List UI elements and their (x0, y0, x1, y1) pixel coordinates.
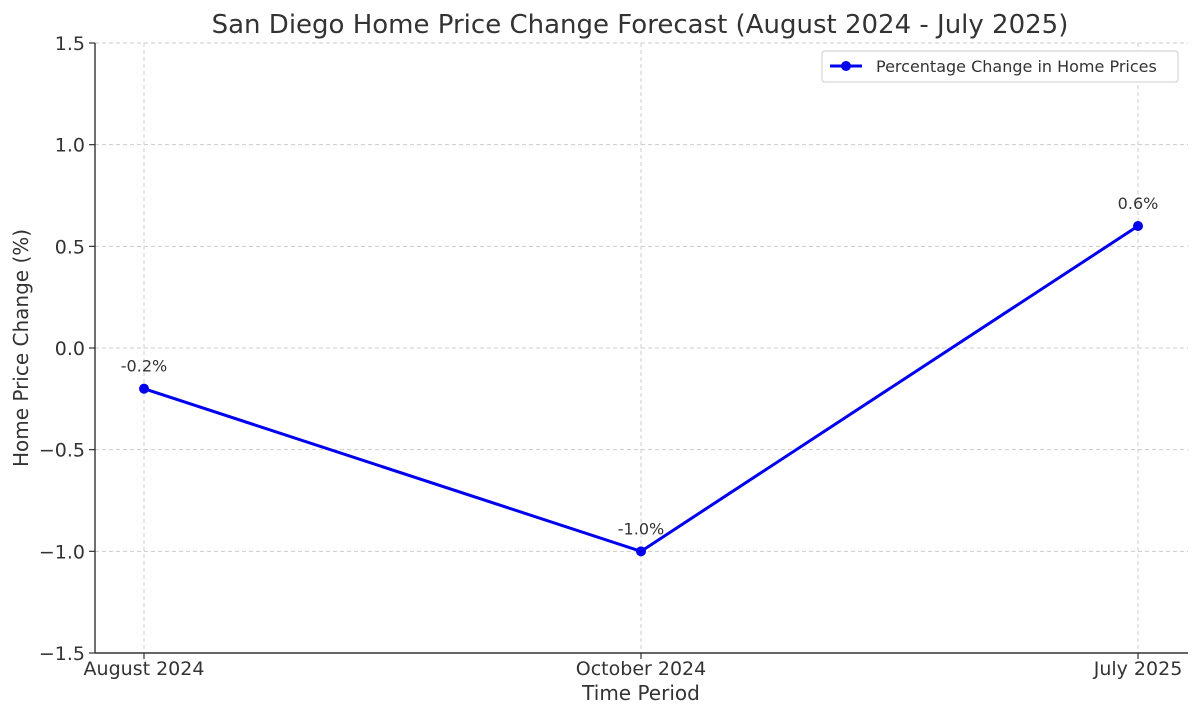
data-labels: -0.2% -1.0% 0.6% (121, 194, 1159, 538)
legend-marker-swatch (841, 61, 851, 71)
y-tick-label: −1.5 (39, 643, 85, 665)
chart-title: San Diego Home Price Change Forecast (Au… (212, 10, 1069, 40)
y-tick-label: −0.5 (39, 440, 85, 462)
x-tick-label: July 2025 (1093, 658, 1183, 680)
data-label: 0.6% (1118, 194, 1159, 213)
x-tick-label: August 2024 (84, 658, 205, 680)
x-axis-label: Time Period (581, 681, 700, 705)
legend-entry: Percentage Change in Home Prices (876, 57, 1157, 76)
axes (89, 42, 1188, 659)
data-point (139, 383, 149, 394)
legend-frame (821, 50, 1179, 83)
legend: Percentage Change in Home Prices (821, 50, 1179, 83)
tick-labels: −1.5 −1.0 −0.5 0.0 0.5 1.0 1.5 August 2024 Octob… (39, 33, 1182, 680)
y-tick-label: 1.5 (55, 33, 85, 55)
data-label: -1.0% (618, 519, 664, 538)
data-label: -0.2% (121, 357, 167, 376)
y-tick-label: −1.0 (39, 541, 85, 563)
y-tick-label: 0.5 (55, 236, 85, 258)
y-axis-label: Home Price Change (%) (9, 229, 33, 467)
grid (95, 42, 1188, 654)
x-tick-label: October 2024 (576, 658, 706, 680)
data-point (1133, 221, 1143, 231)
series (139, 221, 1143, 557)
y-tick-label: 1.0 (55, 135, 85, 157)
y-tick-label: 0.0 (55, 338, 85, 360)
data-point (636, 546, 646, 557)
